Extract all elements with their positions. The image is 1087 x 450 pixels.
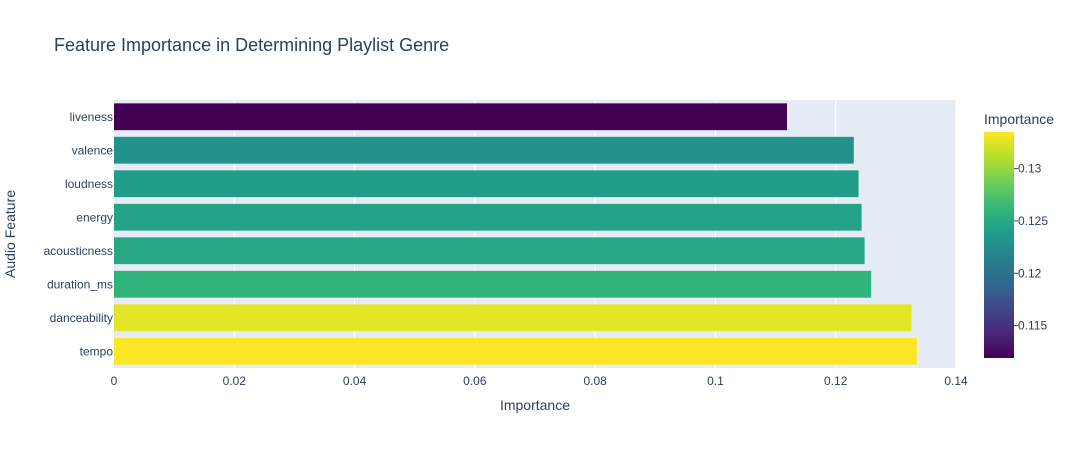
colorbar xyxy=(984,132,1014,358)
x-tick-labels: 0 0.02 0.04 0.06 0.08 0.1 0.12 0.14 xyxy=(111,374,968,388)
y-axis-title: Audio Feature xyxy=(2,190,18,278)
y-tick-label: valence xyxy=(72,143,114,157)
x-tick-label: 0.12 xyxy=(824,374,848,388)
bar-valence xyxy=(114,136,854,164)
x-tick-label: 0.08 xyxy=(583,374,607,388)
y-tick-label: duration_ms xyxy=(47,277,113,291)
x-axis-title: Importance xyxy=(500,397,570,413)
bar-acousticness xyxy=(114,237,865,265)
x-tick-label: 0.14 xyxy=(944,374,968,388)
y-tick-label: liveness xyxy=(70,110,113,124)
x-tick-label: 0.06 xyxy=(463,374,487,388)
bars xyxy=(114,103,917,365)
colorbar-title: Importance xyxy=(984,111,1054,127)
x-tick-label: 0.02 xyxy=(223,374,247,388)
y-tick-label: danceability xyxy=(50,311,113,325)
y-tick-label: energy xyxy=(76,210,113,224)
colorbar-tick-label: 0.115 xyxy=(1018,319,1047,333)
y-tick-label: acousticness xyxy=(44,244,113,258)
colorbar-tick-label: 0.13 xyxy=(1018,162,1042,176)
bar-duration_ms xyxy=(114,270,872,298)
chart-title: Feature Importance in Determining Playli… xyxy=(54,35,449,55)
y-tick-labels: liveness valence loudness energy acousticnes… xyxy=(44,110,114,359)
bar-danceability xyxy=(114,304,912,332)
x-tick-label: 0.1 xyxy=(707,374,724,388)
bar-loudness xyxy=(114,170,859,198)
colorbar-tick-label: 0.12 xyxy=(1018,266,1042,280)
x-tick-label: 0 xyxy=(111,374,118,388)
bar-energy xyxy=(114,203,862,231)
colorbar-tick-label: 0.125 xyxy=(1018,214,1048,228)
y-tick-label: loudness xyxy=(65,177,113,191)
bar-liveness xyxy=(114,103,787,131)
colorbar-ticks: 0.115 0.12 0.125 0.13 xyxy=(1014,162,1048,333)
x-tick-label: 0.04 xyxy=(343,374,367,388)
bar-tempo xyxy=(114,337,917,365)
y-tick-label: tempo xyxy=(80,344,114,358)
